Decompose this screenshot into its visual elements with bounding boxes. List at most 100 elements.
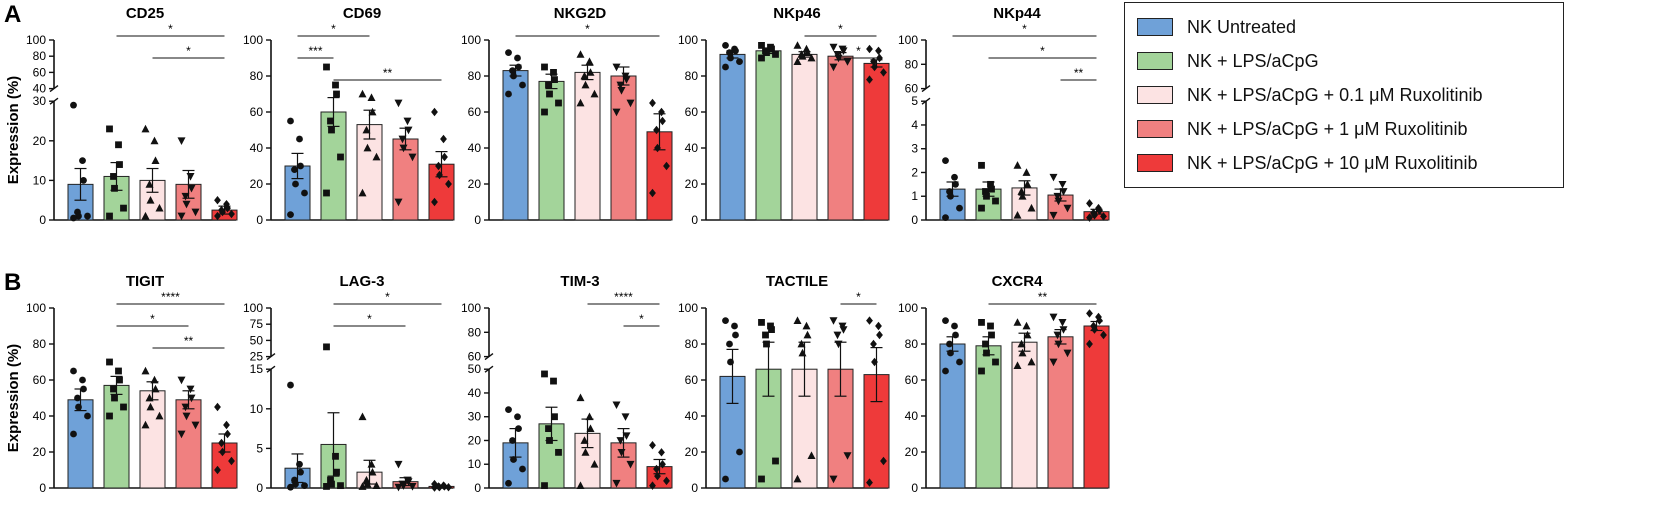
data-point xyxy=(120,403,127,411)
data-point xyxy=(870,339,877,349)
data-point xyxy=(1053,331,1062,340)
data-point xyxy=(1023,180,1032,188)
data-point xyxy=(84,212,91,220)
data-point xyxy=(84,412,91,420)
data-point xyxy=(978,204,985,212)
significance-label: * xyxy=(331,22,336,36)
y-tick-label: 0 xyxy=(39,213,46,227)
data-point xyxy=(111,394,118,402)
data-point xyxy=(363,143,372,152)
data-point xyxy=(1086,199,1093,208)
y-tick-label: 10 xyxy=(468,457,482,471)
data-point xyxy=(519,465,526,473)
data-point xyxy=(727,358,734,366)
data-point xyxy=(358,482,367,490)
data-point xyxy=(333,90,340,98)
data-point xyxy=(1022,168,1031,176)
data-point xyxy=(367,460,376,468)
data-point xyxy=(368,467,377,476)
data-point xyxy=(1013,361,1022,369)
significance-label: ** xyxy=(1074,66,1084,80)
chart-cxcr4: 0 20 40 60 80 100 CXCR4** xyxy=(898,273,1110,495)
data-point xyxy=(408,153,417,162)
data-point xyxy=(541,482,548,490)
y-tick-label: 15 xyxy=(250,362,264,376)
y-tick-label: 5 xyxy=(256,441,263,455)
data-point xyxy=(296,460,303,468)
data-point xyxy=(550,377,557,385)
data-point xyxy=(758,475,765,483)
data-point xyxy=(1022,321,1031,330)
legend-label: NK Untreated xyxy=(1187,16,1297,37)
data-point xyxy=(435,161,442,171)
data-point xyxy=(982,340,989,348)
legend-item: NK + LPS/aCpG + 10 μM Ruxolitinib xyxy=(1137,151,1478,175)
y-tick-label: 20 xyxy=(468,433,482,447)
data-point xyxy=(301,189,308,197)
y-tick-label: 3 xyxy=(911,142,918,156)
y-tick-label: 60 xyxy=(468,105,482,119)
data-point xyxy=(111,184,118,192)
y-tick-label: 40 xyxy=(250,141,264,155)
y-axis-label-row-a: Expression (%) xyxy=(5,76,22,184)
data-point xyxy=(1058,319,1067,327)
significance-label: * xyxy=(186,44,191,58)
data-point xyxy=(436,170,443,180)
data-point xyxy=(1059,326,1068,334)
bar xyxy=(755,50,782,221)
data-point xyxy=(649,98,656,108)
significance-label: **** xyxy=(161,290,180,304)
data-point xyxy=(951,322,958,330)
legend-swatch xyxy=(1137,18,1173,36)
data-point xyxy=(942,157,949,165)
data-point xyxy=(431,483,438,492)
bar xyxy=(719,53,746,221)
data-point xyxy=(155,203,164,212)
data-point xyxy=(622,432,631,440)
y-axis-label-row-b: Expression (%) xyxy=(5,344,22,452)
data-point xyxy=(515,63,522,71)
data-point xyxy=(880,456,887,466)
y-tick-label: 1 xyxy=(911,189,918,203)
chart-title: NKp46 xyxy=(773,5,821,22)
data-point xyxy=(1017,339,1026,348)
data-point xyxy=(70,367,77,375)
data-point xyxy=(1017,187,1026,195)
data-point xyxy=(768,45,775,53)
data-point xyxy=(363,479,372,488)
data-point xyxy=(722,475,729,483)
data-point xyxy=(358,412,367,421)
data-point xyxy=(287,117,294,125)
y-tick-label: 50 xyxy=(250,333,264,347)
data-point xyxy=(612,479,621,488)
data-point xyxy=(358,188,367,197)
panel-label-a: A xyxy=(4,1,21,28)
y-tick-label: 80 xyxy=(905,57,919,71)
data-point xyxy=(772,51,779,58)
data-point xyxy=(942,367,949,375)
data-point xyxy=(372,152,381,161)
data-point xyxy=(106,125,113,133)
y-tick-label: 30 xyxy=(33,94,47,108)
data-point xyxy=(580,71,589,80)
data-point xyxy=(187,184,196,193)
chart-title: TACTILE xyxy=(766,273,828,290)
data-point xyxy=(514,54,521,62)
y-tick-label: 60 xyxy=(250,105,264,119)
y-tick-label: 2 xyxy=(911,165,918,179)
y-tick-label: 0 xyxy=(474,213,481,227)
data-point xyxy=(337,153,344,161)
data-point xyxy=(590,460,599,468)
data-point xyxy=(509,437,516,444)
significance-label: * xyxy=(838,22,843,36)
data-point xyxy=(829,475,838,484)
data-point xyxy=(658,107,665,117)
data-point xyxy=(1013,211,1022,219)
data-point xyxy=(576,481,585,490)
data-point xyxy=(1018,192,1027,200)
data-point xyxy=(177,376,186,385)
data-point xyxy=(115,141,122,149)
y-tick-label: 80 xyxy=(250,69,264,83)
